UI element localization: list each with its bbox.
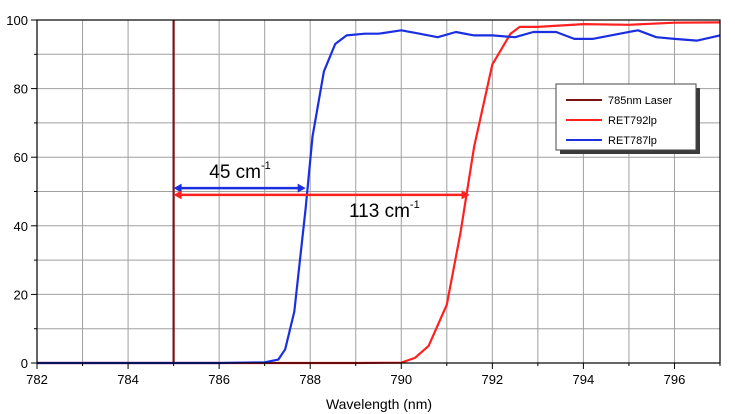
- legend[interactable]: 785nm Laser RET792lp RET787lp: [555, 83, 700, 154]
- grid-layer: [36, 19, 721, 364]
- legend-label: RET792lp: [608, 115, 657, 127]
- legend-label: RET787lp: [608, 135, 657, 147]
- series-line-ret787lp: [37, 29, 721, 365]
- annotation-label: 113 cm-1: [349, 199, 420, 222]
- annotation-label: 45 cm-1: [209, 160, 271, 183]
- x-tick-label: 796: [664, 372, 686, 387]
- annotations-layer: 45 cm-1 113 cm-1: [173, 160, 470, 222]
- annotation-arrowhead-right: [297, 183, 306, 193]
- axes-layer: 782 784 786 788 790 792 794 796 0 20 40 60 80 100: [6, 13, 721, 387]
- y-tick-label: 40: [14, 219, 28, 234]
- y-tick-label: 0: [21, 356, 28, 371]
- series-layer: [37, 20, 721, 365]
- x-tick-label: 786: [208, 372, 230, 387]
- y-tick-label: 60: [14, 150, 28, 165]
- y-tick-label: 20: [14, 287, 28, 302]
- x-axis-title: Wavelength (nm): [326, 396, 432, 412]
- x-tick-label: 788: [299, 372, 321, 387]
- annotation-arrowhead-left: [173, 190, 182, 200]
- x-tick-label: 790: [390, 372, 412, 387]
- x-tick-label: 782: [26, 372, 48, 387]
- legend-label: 785nm Laser: [608, 95, 673, 107]
- annotation-arrowhead-left: [173, 183, 182, 193]
- x-tick-label: 794: [573, 372, 595, 387]
- y-tick-label: 100: [6, 13, 28, 28]
- x-tick-label: 784: [117, 372, 139, 387]
- series-line-ret792lp: [37, 21, 721, 365]
- annotation-arrowhead-right: [461, 190, 470, 200]
- y-tick-label: 80: [14, 82, 28, 97]
- x-tick-label: 792: [481, 372, 503, 387]
